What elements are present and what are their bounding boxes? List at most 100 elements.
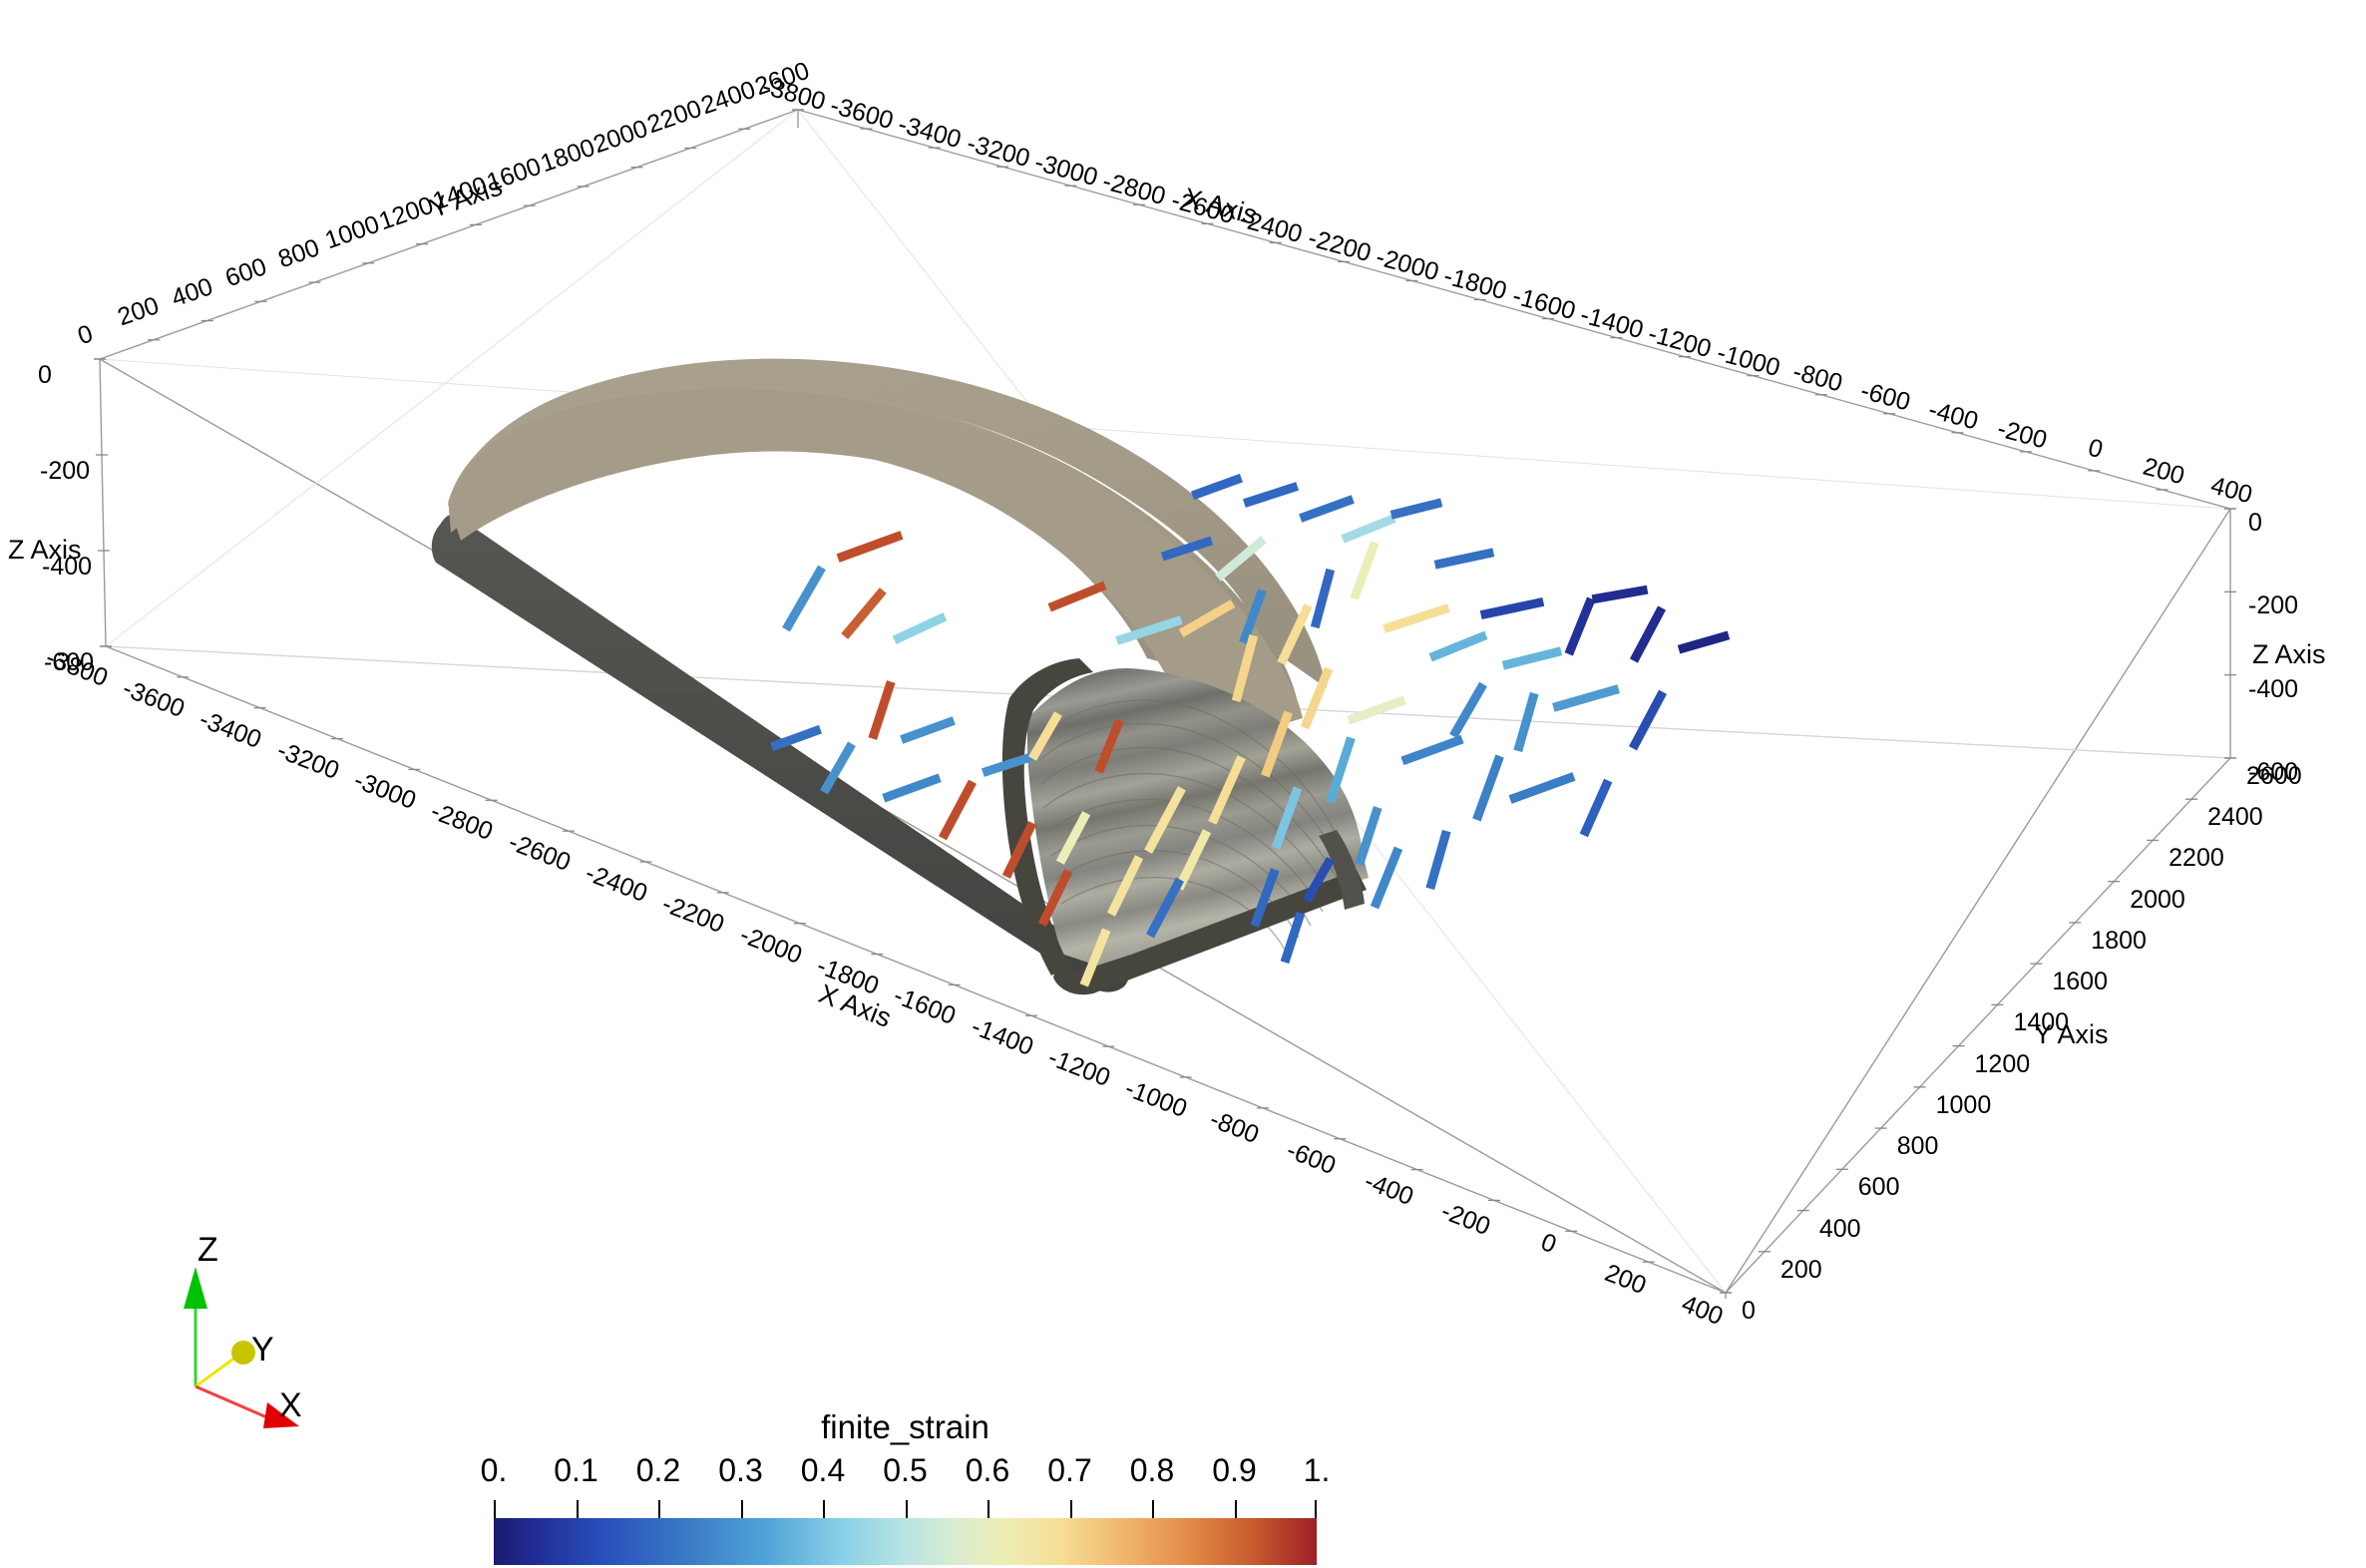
slab-plate <box>451 392 1303 724</box>
strain-glyph <box>1178 599 1236 637</box>
color-legend-tick-mark <box>1152 1500 1154 1528</box>
strain-glyph <box>1231 633 1259 703</box>
strain-glyph <box>1146 877 1184 939</box>
color-legend-tick-mark <box>740 1500 743 1528</box>
strain-glyph <box>1271 786 1303 850</box>
color-legend-tick-label: 0.7 <box>1047 1452 1092 1488</box>
strain-glyph <box>1191 473 1243 501</box>
strain-glyph <box>1303 856 1335 904</box>
strain-glyph <box>1310 568 1336 629</box>
strain-glyph <box>1428 630 1488 662</box>
color-legend[interactable]: finite_strain 0. 0.1 0.2 0.3 0.4 0.5 0.6 0.7 0.8… <box>481 1408 1331 1565</box>
axis-line-x-bottom <box>105 645 1727 1294</box>
strain-glyph <box>1564 596 1596 656</box>
strain-glyph <box>1389 498 1443 520</box>
color-legend-tick-label: 1. <box>1303 1452 1331 1488</box>
strain-glyph <box>1300 666 1334 730</box>
strain-glyph <box>770 724 822 752</box>
strain-glyph <box>1079 928 1111 987</box>
strain-glyph <box>1280 911 1306 965</box>
fold-striations <box>1038 699 1338 951</box>
color-legend-tick-label: 0.6 <box>965 1452 1010 1488</box>
strain-glyph <box>1677 630 1731 654</box>
strain-glyph <box>1299 495 1355 523</box>
color-legend-tick-mark <box>1315 1500 1317 1528</box>
axes-bounding-box <box>99 109 2231 1299</box>
strain-glyph <box>1215 536 1267 582</box>
color-legend-tick-label: 0. <box>480 1452 508 1488</box>
orientation-axes-widget[interactable]: Z Y X <box>140 1231 369 1436</box>
strain-glyph <box>1449 681 1487 739</box>
strain-glyph <box>1261 710 1293 778</box>
color-legend-ticks <box>494 1500 1317 1528</box>
color-legend-tick-mark <box>658 1500 660 1528</box>
strain-glyph <box>1242 482 1300 508</box>
color-legend-tick-label: 0.5 <box>883 1452 928 1488</box>
box-edge-top-front-right <box>1725 508 2231 1294</box>
orientation-label-x: X <box>279 1386 302 1424</box>
strain-glyph <box>1277 603 1313 665</box>
strain-glyph <box>1055 811 1091 865</box>
strain-glyph <box>1400 734 1464 766</box>
color-legend-tick-mark <box>987 1500 989 1528</box>
strain-glyph <box>841 588 887 639</box>
color-legend-title: finite_strain <box>821 1408 989 1445</box>
color-legend-tick-mark <box>494 1500 496 1528</box>
fold-bottom-rim <box>1053 870 1367 995</box>
strain-glyph <box>1037 869 1073 927</box>
strain-glyph <box>1579 778 1613 838</box>
strain-glyph <box>1591 585 1649 604</box>
box-edge-vert-left <box>99 358 107 647</box>
strain-glyph <box>1326 736 1356 804</box>
strain-glyph <box>900 716 956 744</box>
color-legend-tick-mark <box>905 1500 908 1528</box>
strain-glyph <box>1208 755 1246 825</box>
strain-glyph <box>1382 603 1450 633</box>
strain-glyph <box>1355 806 1382 866</box>
strain-glyph <box>1350 541 1380 600</box>
color-legend-tick-mark <box>823 1500 825 1528</box>
strain-glyph <box>820 741 856 795</box>
strain-glyph <box>1501 646 1563 670</box>
orientation-axis-y <box>195 1341 255 1388</box>
strain-glyph <box>1629 605 1667 663</box>
orientation-label-z: Z <box>197 1231 218 1269</box>
strain-glyph <box>1513 691 1539 753</box>
color-legend-bar[interactable] <box>494 1518 1317 1565</box>
color-legend-tick-labels: 0. 0.1 0.2 0.3 0.4 0.5 0.6 0.7 0.8 0.9 1. <box>481 1452 1331 1492</box>
strain-glyph <box>939 779 977 841</box>
axis-line-x-top <box>797 109 2231 510</box>
strain-glyph <box>882 773 942 803</box>
fold-left-rim <box>1001 658 1093 976</box>
strain-glyph <box>1629 689 1667 751</box>
slab-side-edge <box>431 514 1140 992</box>
strain-glyph <box>1479 596 1545 620</box>
axis-line-y-bottom <box>1725 757 2231 1294</box>
color-legend-tick-mark <box>1069 1500 1072 1528</box>
strain-glyph-layer <box>770 473 1731 987</box>
orientation-axis-x <box>195 1384 299 1428</box>
color-legend-tick-label: 0.3 <box>718 1452 763 1488</box>
orientation-label-y: Y <box>251 1331 274 1369</box>
axis-line-y-top <box>99 109 799 360</box>
color-legend-tick-mark <box>576 1500 579 1528</box>
strain-glyph <box>1472 754 1504 822</box>
slab-top-surface <box>448 358 1327 688</box>
strain-glyph <box>1028 711 1062 761</box>
strain-glyph <box>1370 846 1403 910</box>
strain-glyph <box>1347 695 1406 725</box>
strain-glyph <box>836 531 904 563</box>
color-legend-tick-label: 0.4 <box>800 1452 846 1488</box>
color-legend-tick-label: 0.1 <box>554 1452 598 1488</box>
strain-glyph <box>1001 821 1037 879</box>
strain-glyph <box>1433 548 1495 570</box>
strain-glyph <box>782 565 826 632</box>
strain-glyph <box>1144 786 1186 854</box>
box-edge-top-front-left <box>99 358 1727 1294</box>
strain-glyph <box>1239 588 1267 644</box>
strain-glyph <box>868 680 896 740</box>
color-legend-tick-label: 0.9 <box>1212 1452 1257 1488</box>
geology-surface[interactable] <box>431 358 1369 995</box>
